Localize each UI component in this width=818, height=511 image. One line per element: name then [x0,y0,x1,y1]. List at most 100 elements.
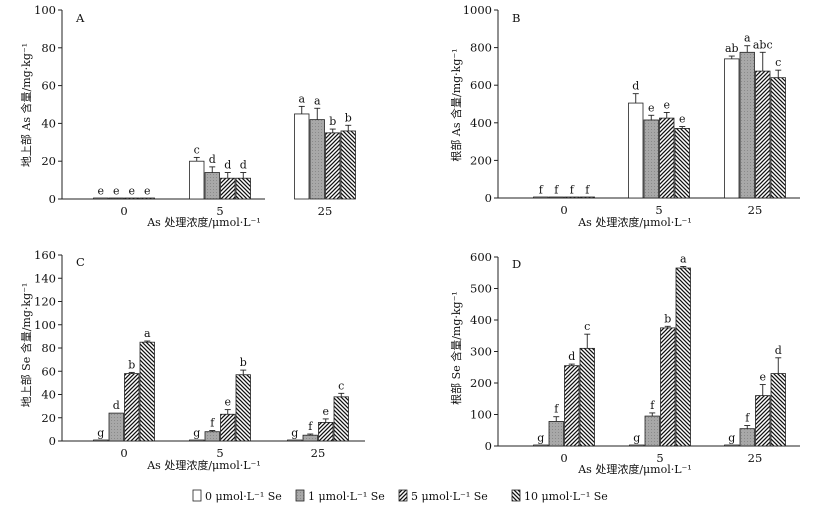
significance-letter: f [554,403,559,416]
y-tick-label: 300 [470,345,492,359]
bar [739,51,755,199]
panel-c-chart: 0 20 40 60 80 100 120 140 160 C 地上部 Se 含量/mg·kg⁻¹ A… [19,248,365,472]
bar [644,415,660,447]
x-tick-label: 25 [748,451,763,465]
bar [675,267,691,447]
bar [189,160,205,200]
x-tick-label: 5 [656,451,663,465]
bar [139,197,155,200]
legend-label: 0 μmol·L⁻¹ Se [205,490,282,503]
y-tick-label: 40 [41,116,56,130]
bar [108,197,124,200]
significance-letter: f [745,412,750,425]
y-tick-label: 200 [470,376,492,390]
y-tick-label: 40 [41,388,56,402]
y-tick-label: 100 [34,318,56,332]
bar [294,113,310,200]
panel-label-b: B [512,11,520,25]
significance-letter: b [664,312,671,325]
x-tick-label: 25 [748,203,763,217]
panel-a-chart: 0 20 40 60 80 100 A 地上部 As 含量/mg·kg⁻¹ As 处理浓度/μm… [19,3,356,229]
bar [93,197,109,200]
significance-letter: e [648,101,655,114]
significance-letter: c [338,379,344,392]
y-tick-label: 0 [49,192,56,206]
bar [220,177,236,200]
panel-label-c: C [76,255,85,269]
y-tick-label: 1000 [463,3,492,17]
significance-letter: d [240,159,247,172]
legend-label: 10 μmol·L⁻¹ Se [524,490,608,503]
significance-letter: e [679,113,686,126]
bar [628,102,644,199]
x-tick-label: 0 [120,446,127,460]
y-tick-label: 0 [485,439,492,453]
x-tick-label: 5 [655,203,662,217]
y-tick-label: 400 [470,313,492,327]
bar [629,444,645,447]
bar [139,341,155,442]
significance-letter: f [210,417,215,430]
legend-swatch [295,489,305,502]
significance-letter: f [650,399,655,412]
y-tick-label: 100 [470,408,492,422]
significance-letter: b [128,358,135,371]
x-tick-label: 5 [216,446,223,460]
significance-letter: g [291,427,298,440]
y-axis-label: 根部 As 含量/mg·kg⁻¹ [449,48,463,161]
significance-letter: e [759,371,766,384]
significance-letter: a [144,327,151,340]
significance-letter: c [194,143,200,156]
significance-letter: a [744,32,751,45]
significance-letter: e [144,184,151,197]
significance-letter: e [113,184,120,197]
bar [124,373,140,442]
y-tick-label: 80 [41,41,56,55]
panel-label-a: A [75,11,85,25]
bar [564,196,580,199]
legend: 0 μmol·L⁻¹ Se 1 μmol·L⁻¹ Se 5 μmol·L⁻¹ Se 1… [192,489,608,503]
x-axis-label: As 处理浓度/μmol·L⁻¹ [146,215,261,229]
panel-b-chart: 0 200 400 600 800 1000 B 根部 As 含量/mg·kg⁻¹ As 处理浓… [449,3,800,229]
bar [93,439,109,442]
bar [739,428,755,447]
significance-letter: c [584,320,590,333]
bar [204,172,220,200]
bar [108,412,124,442]
bar [755,395,771,447]
significance-letter: ab [725,42,739,55]
significance-letter: d [113,399,120,412]
x-axis-label: As 处理浓度/μmol·L⁻¹ [146,458,261,472]
significance-letter: f [570,184,575,197]
bar [220,413,236,442]
y-tick-label: 120 [34,295,56,309]
bar [724,58,740,199]
bar [579,196,595,199]
y-tick-label: 600 [470,78,492,92]
significance-letter: a [680,252,687,265]
y-tick-label: 500 [470,282,492,296]
significance-letter: f [585,184,590,197]
y-tick-label: 160 [34,248,56,262]
x-tick-label: 25 [311,446,326,460]
legend-swatch [511,489,521,502]
bar [564,365,580,447]
significance-letter: f [554,184,559,197]
bar [770,373,786,447]
significance-letter: b [329,115,336,128]
significance-letter: e [128,184,135,197]
bar [333,396,349,442]
significance-letter: e [663,98,670,111]
y-tick-label: 60 [41,79,56,93]
significance-letter: g [633,432,640,445]
bar [309,119,325,200]
y-tick-label: 60 [41,364,56,378]
y-axis-label: 地上部 As 含量/mg·kg⁻¹ [19,43,33,167]
y-tick-label: 800 [470,41,492,55]
significance-letter: e [224,396,231,409]
significance-letter: e [322,405,329,418]
y-tick-label: 80 [41,341,56,355]
y-axis-label: 地上部 Se 含量/mg·kg⁻¹ [19,283,33,408]
y-tick-label: 400 [470,116,492,130]
bar [204,431,220,442]
